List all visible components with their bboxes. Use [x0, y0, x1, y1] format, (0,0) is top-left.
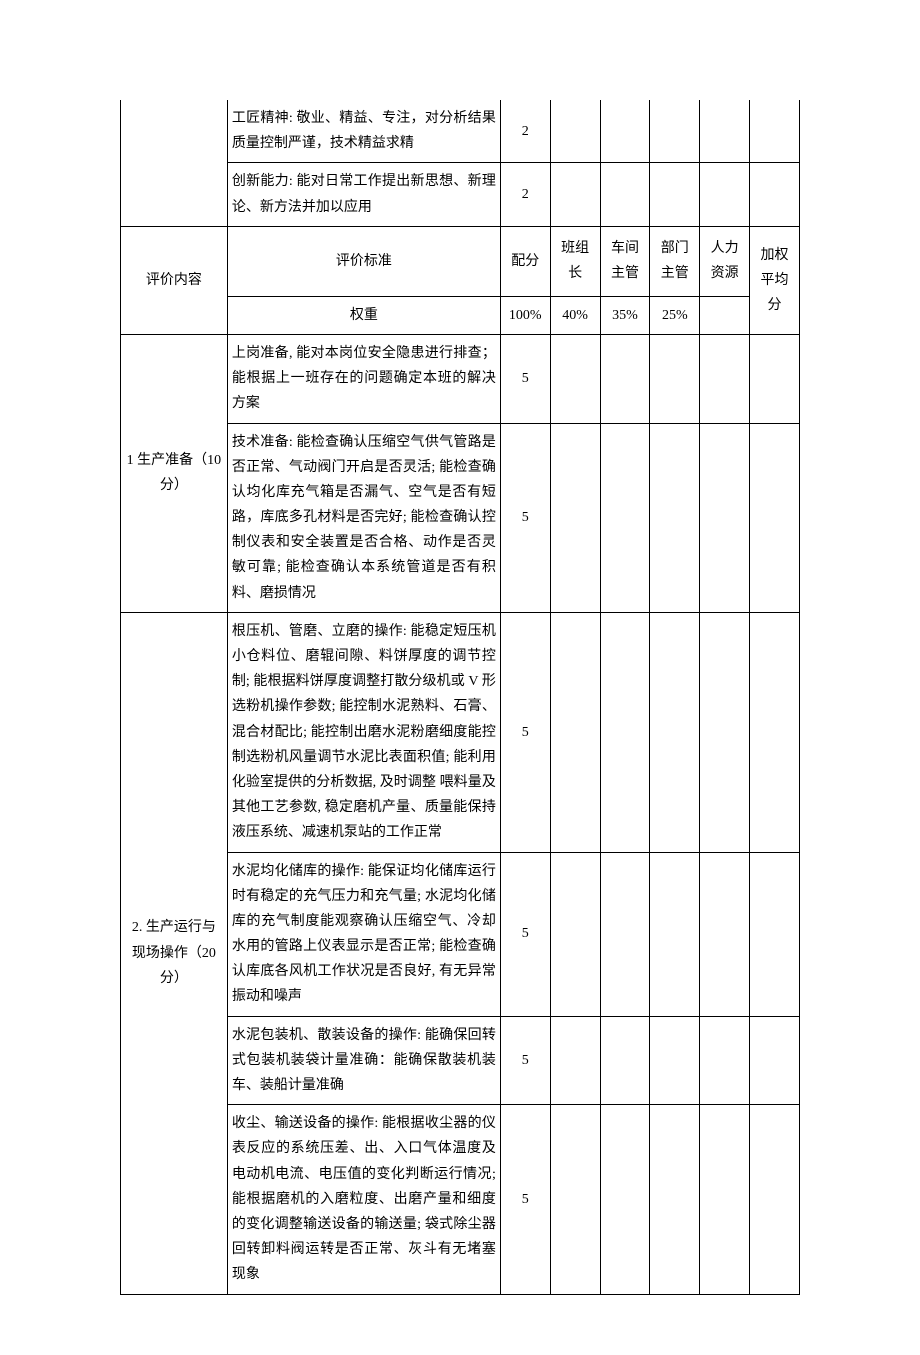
evaluator-header: 班组长 [550, 226, 600, 296]
weight-cell: 40% [550, 296, 600, 334]
eval-cell [750, 100, 800, 163]
weight-total: 100% [500, 296, 550, 334]
score-cell: 5 [500, 1016, 550, 1105]
eval-cell [700, 334, 750, 423]
eval-cell [700, 423, 750, 612]
eval-cell [750, 852, 800, 1016]
eval-cell [600, 163, 650, 226]
eval-cell [700, 852, 750, 1016]
evaluator-header: 人力资源 [700, 226, 750, 296]
score-cell: 5 [500, 1105, 550, 1294]
table-row: 2. 生产运行与现场操作（20 分） 根压机、管磨、立磨的操作: 能稳定短压机小… [121, 612, 800, 852]
eval-cell [650, 163, 700, 226]
eval-cell [550, 163, 600, 226]
eval-cell [700, 1016, 750, 1105]
evaluation-table: 工匠精神: 敬业、精益、专注，对分析结果质量控制严谨，技术精益求精 2 创新能力… [120, 100, 800, 1295]
category-cell: 1 生产准备（10 分） [121, 334, 228, 612]
category-cell-empty [121, 100, 228, 226]
eval-cell [550, 852, 600, 1016]
eval-cell [600, 100, 650, 163]
eval-cell [600, 1016, 650, 1105]
eval-cell [600, 334, 650, 423]
criteria-cell: 水泥均化储库的操作: 能保证均化储库运行时有稳定的充气压力和充气量; 水泥均化储… [227, 852, 500, 1016]
table-row: 1 生产准备（10 分） 上岗准备, 能对本岗位安全隐患进行排查；能根据上一班存… [121, 334, 800, 423]
criteria-cell: 收尘、输送设备的操作: 能根据收尘器的仪表反应的系统压差、出、入口气体温度及电动… [227, 1105, 500, 1294]
eval-cell [650, 612, 700, 852]
eval-cell [750, 612, 800, 852]
eval-cell [600, 852, 650, 1016]
criteria-header: 评价标准 [227, 226, 500, 296]
eval-cell [550, 100, 600, 163]
eval-cell [600, 423, 650, 612]
evaluator-header: 车间主管 [600, 226, 650, 296]
score-cell: 5 [500, 852, 550, 1016]
eval-cell [750, 334, 800, 423]
eval-cell [550, 1105, 600, 1294]
weight-cell: 25% [650, 296, 700, 334]
eval-cell [700, 100, 750, 163]
criteria-cell: 水泥包装机、散装设备的操作: 能确保回转式包装机装袋计量准确：能确保散装机装车、… [227, 1016, 500, 1105]
evaluator-header: 部门主管 [650, 226, 700, 296]
eval-cell [550, 423, 600, 612]
eval-cell [700, 163, 750, 226]
eval-cell [550, 612, 600, 852]
content-header: 评价内容 [121, 226, 228, 334]
score-cell: 5 [500, 423, 550, 612]
eval-cell [750, 423, 800, 612]
category-cell: 2. 生产运行与现场操作（20 分） [121, 612, 228, 1294]
eval-cell [650, 852, 700, 1016]
score-cell: 2 [500, 163, 550, 226]
eval-cell [700, 1105, 750, 1294]
criteria-cell: 根压机、管磨、立磨的操作: 能稳定短压机小仓料位、磨辊间隙、料饼厚度的调节控制;… [227, 612, 500, 852]
criteria-cell: 上岗准备, 能对本岗位安全隐患进行排查；能根据上一班存在的问题确定本班的解决方案 [227, 334, 500, 423]
criteria-cell: 工匠精神: 敬业、精益、专注，对分析结果质量控制严谨，技术精益求精 [227, 100, 500, 163]
eval-cell [650, 1105, 700, 1294]
eval-cell [550, 334, 600, 423]
eval-cell [650, 334, 700, 423]
eval-cell [600, 1105, 650, 1294]
criteria-cell: 创新能力: 能对日常工作提出新思想、新理论、新方法并加以应用 [227, 163, 500, 226]
table-row: 工匠精神: 敬业、精益、专注，对分析结果质量控制严谨，技术精益求精 2 [121, 100, 800, 163]
score-cell: 2 [500, 100, 550, 163]
eval-cell [750, 163, 800, 226]
score-header: 配分 [500, 226, 550, 296]
eval-cell [750, 1105, 800, 1294]
score-cell: 5 [500, 612, 550, 852]
criteria-cell: 技术准备: 能检查确认压缩空气供气管路是否正常、气动阀门开启是否灵活; 能检查确… [227, 423, 500, 612]
eval-cell [650, 100, 700, 163]
eval-cell [650, 423, 700, 612]
eval-cell [550, 1016, 600, 1105]
weight-cell [700, 296, 750, 334]
weight-cell: 35% [600, 296, 650, 334]
avg-header: 加权平均分 [750, 226, 800, 334]
eval-cell [750, 1016, 800, 1105]
eval-cell [600, 612, 650, 852]
weight-label: 权重 [227, 296, 500, 334]
score-cell: 5 [500, 334, 550, 423]
header-row: 评价内容 评价标准 配分 班组长 车间主管 部门主管 人力资源 加权平均分 [121, 226, 800, 296]
eval-cell [700, 612, 750, 852]
eval-cell [650, 1016, 700, 1105]
